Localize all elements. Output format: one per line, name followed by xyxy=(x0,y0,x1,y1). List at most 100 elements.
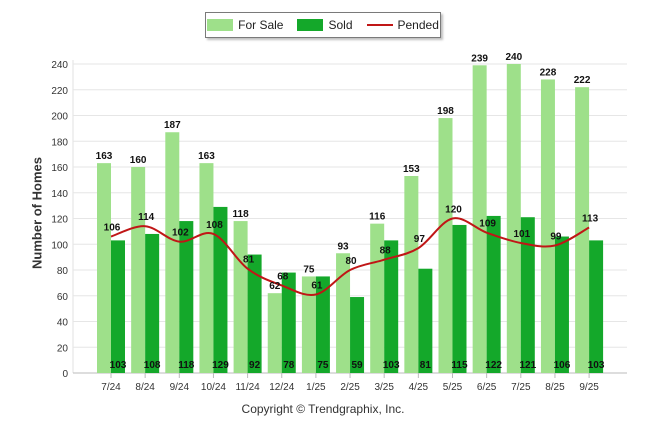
data-label-pended: 108 xyxy=(206,220,223,231)
x-tick-label: 2/25 xyxy=(340,382,360,393)
bar-for-sale xyxy=(540,79,555,373)
x-tick-label: 8/24 xyxy=(135,382,155,393)
data-label-sold: 59 xyxy=(351,360,363,371)
x-tick-label: 4/25 xyxy=(409,382,429,393)
y-tick-label: 160 xyxy=(51,163,68,174)
bar-sold xyxy=(520,217,535,373)
data-label-sold: 103 xyxy=(588,360,605,371)
data-label-for-sale: 228 xyxy=(540,67,557,78)
bar-for-sale xyxy=(575,87,590,374)
bar-sold xyxy=(247,254,262,373)
data-label-for-sale: 222 xyxy=(574,75,591,86)
data-label-pended: 61 xyxy=(311,280,323,291)
x-tick-label: 9/24 xyxy=(170,382,190,393)
data-label-pended: 101 xyxy=(513,229,530,240)
pended-line xyxy=(110,217,590,296)
bar-sold xyxy=(452,224,467,373)
data-label-for-sale: 93 xyxy=(337,241,349,252)
y-tick-label: 0 xyxy=(62,369,68,380)
bar-sold xyxy=(589,240,604,373)
x-tick-label: 11/24 xyxy=(235,382,260,393)
x-tick-label: 7/24 xyxy=(101,382,121,393)
data-label-sold: 115 xyxy=(451,360,468,371)
bar-sold xyxy=(111,240,125,373)
data-label-pended: 120 xyxy=(445,205,462,216)
data-label-for-sale: 187 xyxy=(164,120,181,131)
bar-sold xyxy=(213,206,228,373)
data-label-pended: 88 xyxy=(380,246,392,257)
data-label-pended: 68 xyxy=(277,271,289,282)
data-label-sold: 129 xyxy=(212,360,229,371)
legend-swatch-sold xyxy=(297,19,324,31)
bar-sold xyxy=(486,215,501,373)
legend-item-pended[interactable]: Pended xyxy=(366,18,439,32)
y-axis-ticks: 0 20 40 60 80 100 120 140 160 180 200 220 240 xyxy=(51,60,68,380)
bar-for-sale xyxy=(131,167,146,373)
y-axis-label: Number of Homes xyxy=(29,157,45,269)
y-tick-label: 240 xyxy=(51,60,68,71)
x-tick-label: 12/24 xyxy=(269,382,294,393)
data-label-pended: 102 xyxy=(172,228,189,239)
data-label-pended: 113 xyxy=(582,214,599,225)
y-tick-label: 60 xyxy=(57,292,69,303)
bar-for-sale xyxy=(404,176,419,373)
data-label-sold: 103 xyxy=(383,360,400,371)
x-tick-label: 6/25 xyxy=(477,382,497,393)
data-label-pended: 80 xyxy=(345,256,357,267)
data-label-sold: 78 xyxy=(283,360,295,371)
bar-for-sale xyxy=(199,163,214,373)
data-label-sold: 108 xyxy=(144,360,161,371)
copyright-text: Copyright © Trendgraphix, Inc. xyxy=(241,402,405,416)
data-label-sold: 122 xyxy=(485,360,502,371)
data-label-sold: 103 xyxy=(110,360,127,371)
data-label-sold: 81 xyxy=(420,360,432,371)
data-label-sold: 92 xyxy=(249,360,261,371)
bars xyxy=(97,64,604,374)
legend-label-pended: Pended xyxy=(397,18,439,32)
data-labels: 163 103 106 160 108 114 187 118 102 163 129 108 118 9… xyxy=(96,52,605,371)
data-label-for-sale: 153 xyxy=(403,164,420,175)
bar-sold xyxy=(350,297,365,373)
bar-sold xyxy=(145,233,160,373)
y-tick-label: 120 xyxy=(51,215,68,226)
data-label-for-sale: 240 xyxy=(505,52,522,63)
bar-for-sale xyxy=(165,132,180,373)
x-axis: 7/24 8/24 9/24 10/24 11/24 12/24 1/25 2/25 3/25 4… xyxy=(101,373,599,393)
data-label-pended: 114 xyxy=(138,212,155,223)
data-label-sold: 121 xyxy=(519,360,536,371)
x-tick-label: 9/25 xyxy=(579,382,599,393)
bar-for-sale xyxy=(233,221,248,373)
bar-for-sale xyxy=(97,163,111,373)
legend: For Sale Sold Pended xyxy=(205,12,441,38)
legend-item-for-sale[interactable]: For Sale xyxy=(207,18,283,32)
data-label-sold: 106 xyxy=(554,360,571,371)
bar-sold xyxy=(315,276,330,373)
x-tick-label: 10/24 xyxy=(201,382,226,393)
data-label-for-sale: 198 xyxy=(437,106,454,117)
bar-for-sale xyxy=(336,253,351,373)
legend-label-for-sale: For Sale xyxy=(238,18,284,32)
legend-item-sold[interactable]: Sold xyxy=(297,18,353,32)
y-tick-label: 80 xyxy=(57,266,69,277)
data-label-pended: 97 xyxy=(414,234,426,245)
data-label-for-sale: 239 xyxy=(471,53,488,64)
data-label-for-sale: 160 xyxy=(130,155,147,166)
x-tick-label: 7/25 xyxy=(511,382,531,393)
bar-for-sale xyxy=(472,65,487,373)
bar-for-sale xyxy=(438,118,453,373)
data-label-for-sale: 163 xyxy=(198,151,215,162)
data-label-for-sale: 75 xyxy=(303,264,315,275)
bar-sold xyxy=(554,236,569,373)
data-label-pended: 81 xyxy=(243,255,255,266)
data-label-for-sale: 118 xyxy=(233,209,250,220)
pended-curve xyxy=(110,217,590,296)
x-tick-label: 5/25 xyxy=(443,382,463,393)
data-label-pended: 109 xyxy=(479,219,496,230)
y-tick-label: 40 xyxy=(57,318,69,329)
bar-for-sale xyxy=(506,64,521,373)
y-tick-label: 200 xyxy=(51,112,68,123)
data-label-for-sale: 116 xyxy=(369,212,386,223)
y-tick-label: 180 xyxy=(51,137,68,148)
x-tick-label: 1/25 xyxy=(306,382,326,393)
